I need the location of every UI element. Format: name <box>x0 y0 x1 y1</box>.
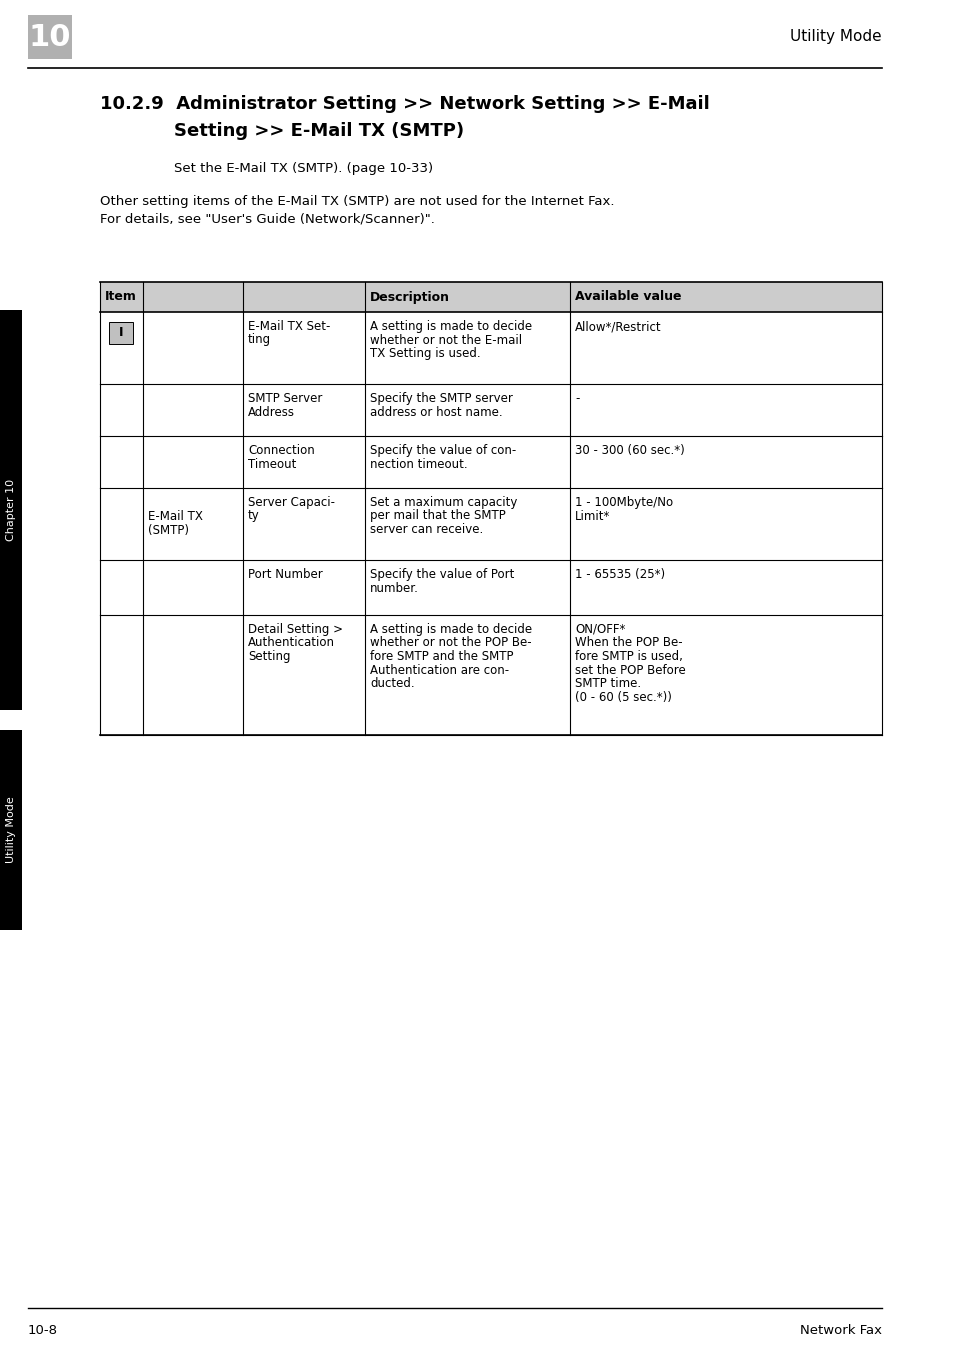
Text: Authentication are con-: Authentication are con- <box>370 664 509 676</box>
Text: Setting: Setting <box>248 650 291 662</box>
Text: When the POP Be-: When the POP Be- <box>575 637 682 649</box>
Text: A setting is made to decide: A setting is made to decide <box>370 623 532 635</box>
Text: Utility Mode: Utility Mode <box>789 30 882 45</box>
Text: Specify the SMTP server: Specify the SMTP server <box>370 392 513 406</box>
Text: server can receive.: server can receive. <box>370 523 483 535</box>
Text: -: - <box>575 392 578 406</box>
Text: TX Setting is used.: TX Setting is used. <box>370 347 480 360</box>
Text: 30 - 300 (60 sec.*): 30 - 300 (60 sec.*) <box>575 443 684 457</box>
Bar <box>100 283 882 312</box>
Text: For details, see "User's Guide (Network/Scanner)".: For details, see "User's Guide (Network/… <box>100 214 435 226</box>
Text: (SMTP): (SMTP) <box>148 525 189 537</box>
Text: Item: Item <box>105 291 136 303</box>
Text: Setting >> E-Mail TX (SMTP): Setting >> E-Mail TX (SMTP) <box>173 122 464 141</box>
Text: whether or not the POP Be-: whether or not the POP Be- <box>370 637 531 649</box>
Text: Authentication: Authentication <box>248 637 335 649</box>
Text: SMTP time.: SMTP time. <box>575 677 640 690</box>
Text: Limit*: Limit* <box>575 510 610 522</box>
Text: ting: ting <box>248 334 271 346</box>
Text: Port Number: Port Number <box>248 568 322 581</box>
Text: E-Mail TX: E-Mail TX <box>148 510 203 523</box>
Bar <box>0 730 22 930</box>
Text: Available value: Available value <box>575 291 680 303</box>
Text: 10: 10 <box>29 23 71 51</box>
Text: Set a maximum capacity: Set a maximum capacity <box>370 496 517 508</box>
Text: Specify the value of con-: Specify the value of con- <box>370 443 516 457</box>
Text: Set the E-Mail TX (SMTP). (page 10-33): Set the E-Mail TX (SMTP). (page 10-33) <box>173 162 433 174</box>
Text: address or host name.: address or host name. <box>370 406 502 419</box>
Text: 10.2.9  Administrator Setting >> Network Setting >> E-Mail: 10.2.9 Administrator Setting >> Network … <box>100 95 709 114</box>
Text: Allow*/Restrict: Allow*/Restrict <box>575 320 661 333</box>
Bar <box>28 15 71 59</box>
Bar <box>0 310 22 710</box>
Text: 10-8: 10-8 <box>28 1324 58 1337</box>
Text: nection timeout.: nection timeout. <box>370 457 467 470</box>
Bar <box>110 322 133 343</box>
Text: set the POP Before: set the POP Before <box>575 664 685 676</box>
Text: Connection: Connection <box>248 443 314 457</box>
Text: Chapter 10: Chapter 10 <box>6 479 16 541</box>
Text: 1 - 100Mbyte/No: 1 - 100Mbyte/No <box>575 496 673 508</box>
Text: number.: number. <box>370 581 418 595</box>
Text: Network Fax: Network Fax <box>800 1324 882 1337</box>
Text: per mail that the SMTP: per mail that the SMTP <box>370 510 505 522</box>
Text: ty: ty <box>248 510 259 522</box>
Text: E-Mail TX Set-: E-Mail TX Set- <box>248 320 330 333</box>
Text: fore SMTP is used,: fore SMTP is used, <box>575 650 682 662</box>
Text: fore SMTP and the SMTP: fore SMTP and the SMTP <box>370 650 513 662</box>
Text: Utility Mode: Utility Mode <box>6 796 16 864</box>
Text: Specify the value of Port: Specify the value of Port <box>370 568 514 581</box>
Text: 1 - 65535 (25*): 1 - 65535 (25*) <box>575 568 664 581</box>
Text: Timeout: Timeout <box>248 457 296 470</box>
Text: Detail Setting >: Detail Setting > <box>248 623 343 635</box>
Text: whether or not the E-mail: whether or not the E-mail <box>370 334 521 346</box>
Text: Description: Description <box>370 291 450 303</box>
Text: Server Capaci-: Server Capaci- <box>248 496 335 508</box>
Text: I: I <box>119 326 124 339</box>
Text: ducted.: ducted. <box>370 677 415 690</box>
Text: ON/OFF*: ON/OFF* <box>575 623 625 635</box>
Text: SMTP Server: SMTP Server <box>248 392 322 406</box>
Text: Address: Address <box>248 406 294 419</box>
Text: Other setting items of the E-Mail TX (SMTP) are not used for the Internet Fax.: Other setting items of the E-Mail TX (SM… <box>100 195 614 208</box>
Text: (0 - 60 (5 sec.*)): (0 - 60 (5 sec.*)) <box>575 691 671 703</box>
Text: A setting is made to decide: A setting is made to decide <box>370 320 532 333</box>
